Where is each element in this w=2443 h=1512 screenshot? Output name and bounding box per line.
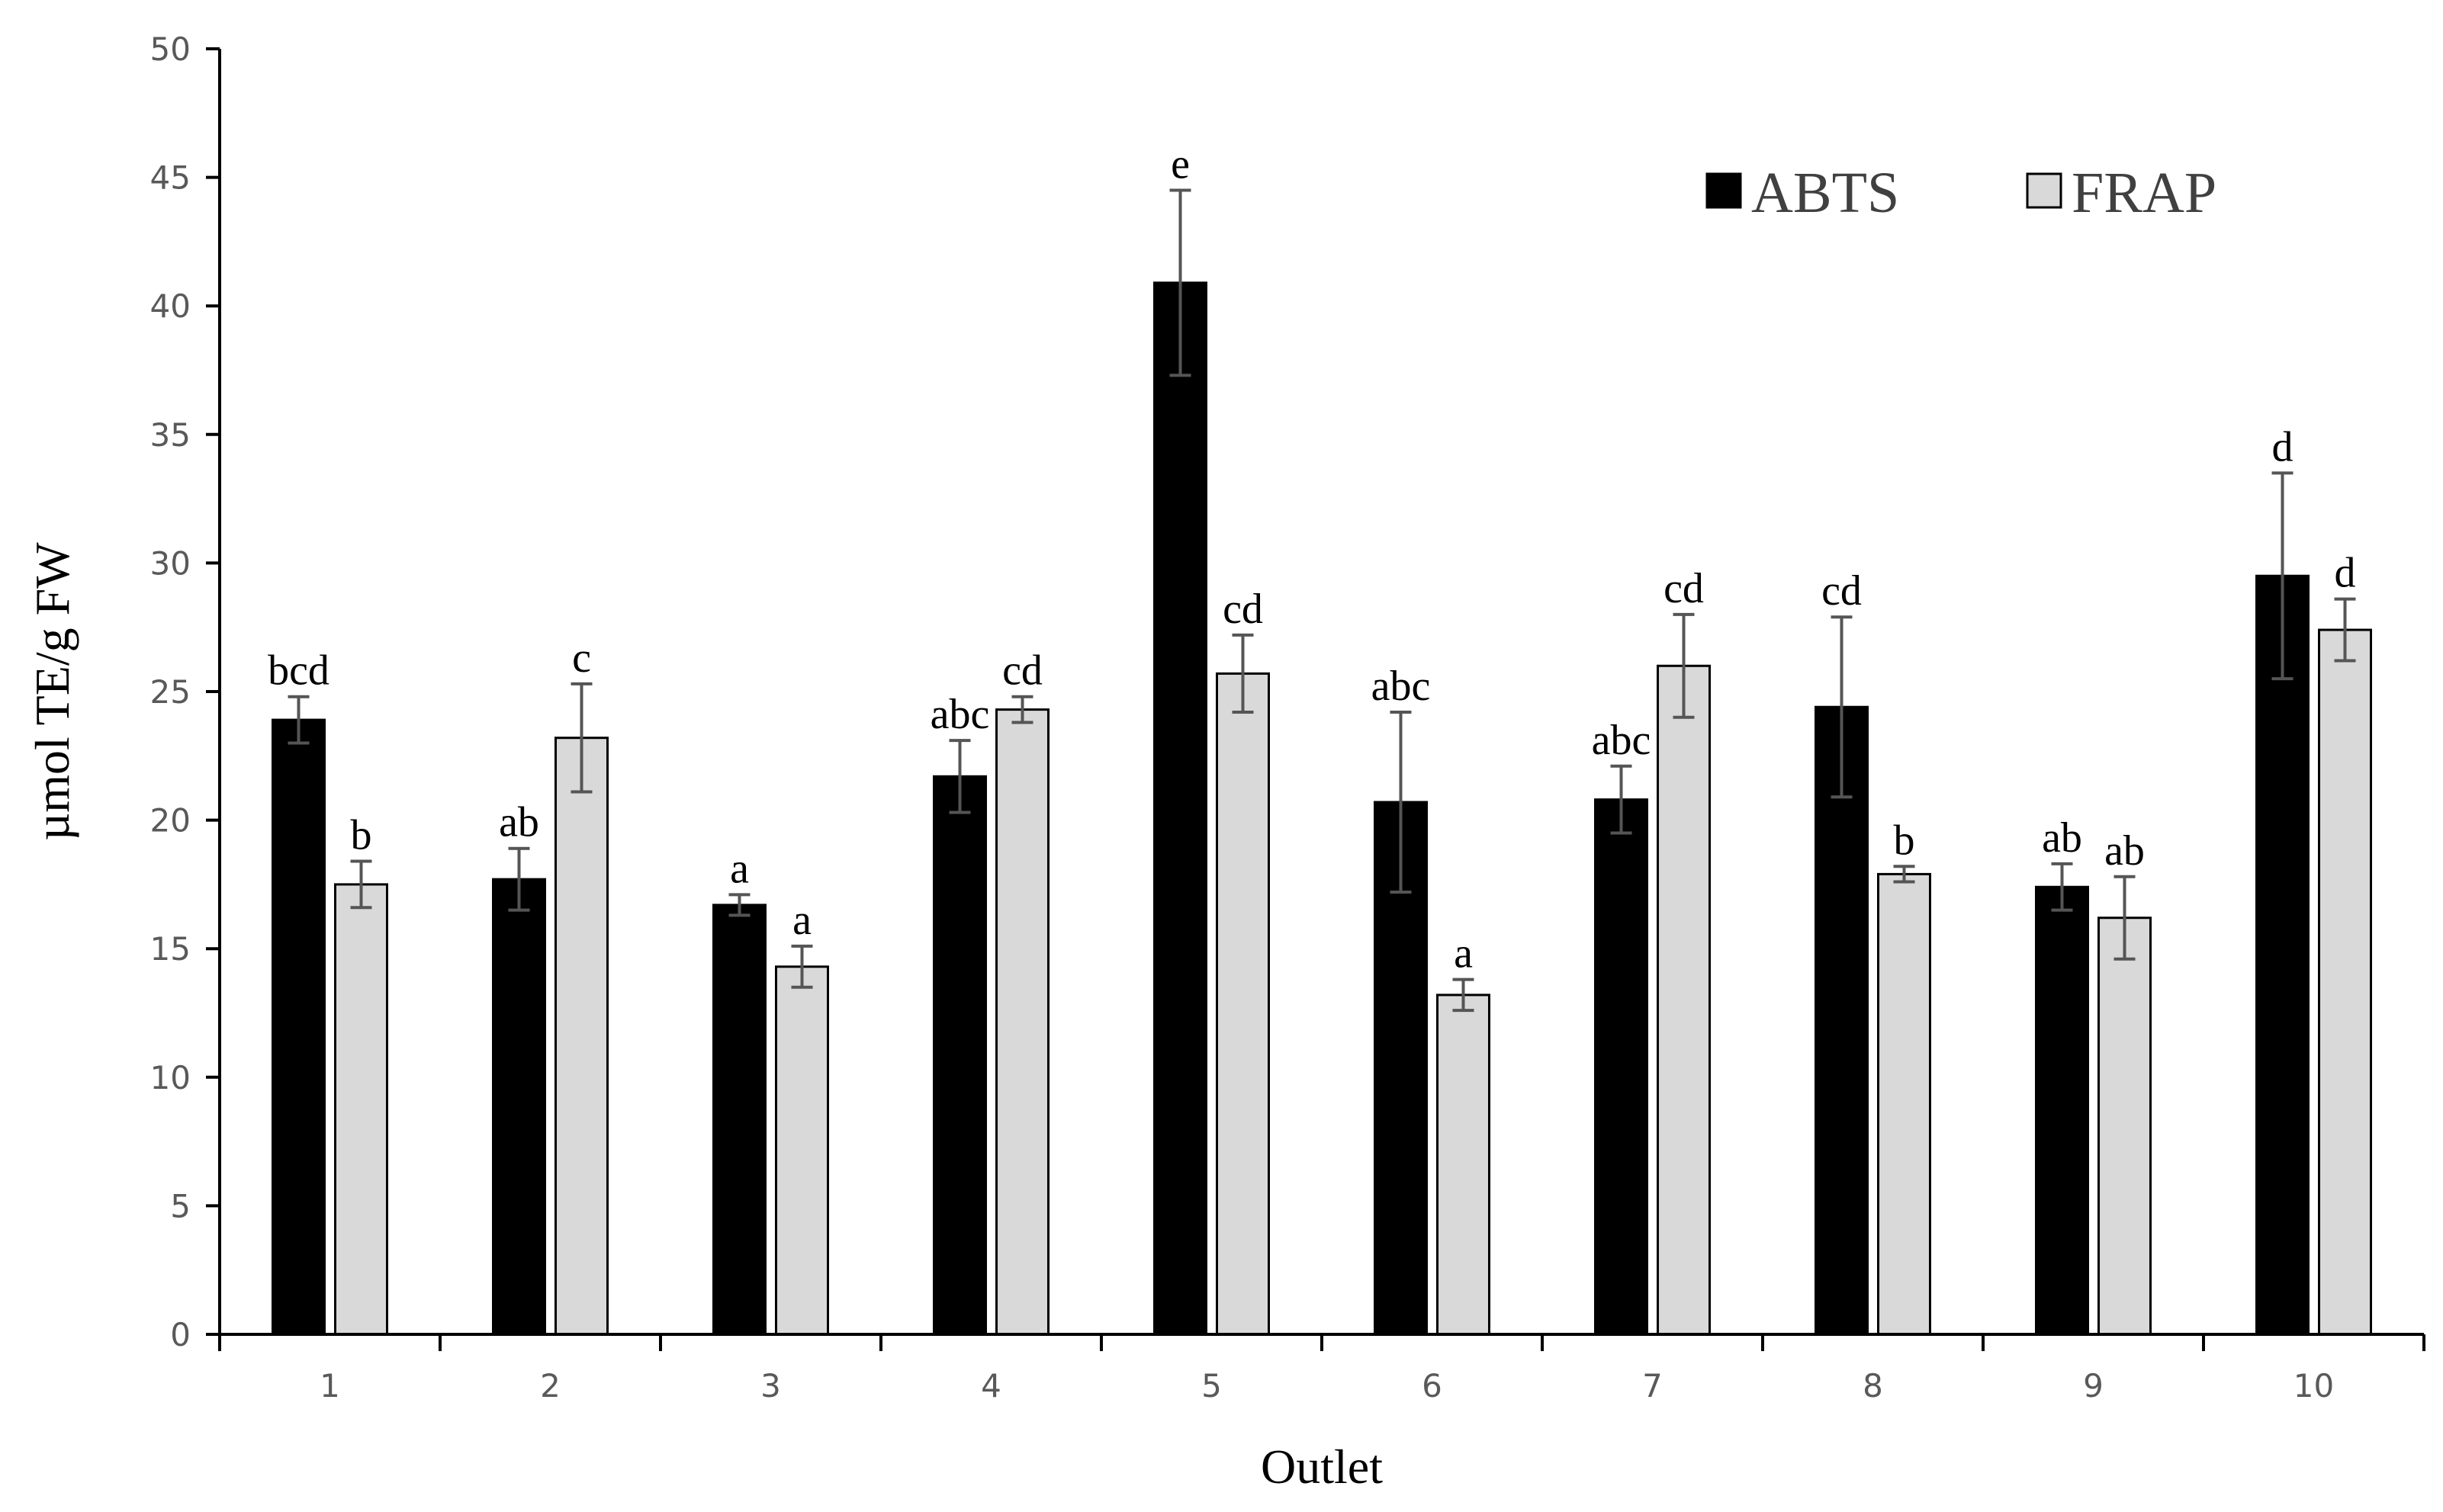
y-tick-label: 40 [150,287,191,325]
y-tick-label: 30 [150,544,191,582]
bar-frap-6 [1436,994,1490,1336]
significance-label: b [1894,817,1915,864]
significance-label: abc [1592,717,1651,764]
x-tick-label: 3 [760,1367,781,1404]
bar-abts-2 [492,878,546,1336]
error-bar-abts-1 [288,695,310,745]
significance-label: cd [1663,565,1704,612]
x-tick-label: 1 [320,1367,340,1404]
error-bar-frap-9 [2114,875,2136,961]
y-tick-label: 15 [150,930,191,968]
significance-label: ab [2104,827,2145,875]
error-bar-abts-8 [1831,615,1853,799]
significance-label: ab [499,799,539,846]
error-bar-abts-3 [728,893,751,917]
error-bar-abts-2 [508,846,530,912]
significance-label: d [2335,550,2356,597]
significance-label: cd [1821,567,1862,615]
error-bar-frap-1 [350,859,372,910]
bar-abts-1 [272,718,326,1336]
error-bar-abts-6 [1390,710,1412,894]
bar-frap-5 [1216,672,1270,1336]
error-bar-abts-5 [1169,188,1191,377]
bar-frap-10 [2318,628,2372,1336]
error-bar-frap-8 [1893,865,1915,884]
x-tick-label: 7 [1642,1367,1663,1404]
significance-label: e [1171,140,1190,188]
error-bar-abts-10 [2271,471,2294,681]
significance-label: ab [2042,814,2082,862]
significance-label: cd [1002,647,1043,695]
y-tick-label: 25 [150,673,191,711]
bar-frap-8 [1877,872,1931,1336]
y-tick-label: 20 [150,802,191,839]
significance-label: cd [1223,586,1263,633]
legend-label-frap: FRAP [2072,161,2216,225]
significance-label: bcd [268,647,329,695]
bar-frap-1 [334,883,388,1336]
bar-abts-7 [1594,798,1648,1336]
bar-abts-3 [712,904,767,1336]
error-bar-abts-7 [1610,764,1632,835]
significance-label: abc [1371,663,1431,710]
bar-abts-4 [933,775,987,1336]
error-bar-abts-4 [949,739,971,814]
legend-swatch-frap [2026,172,2062,209]
x-tick-label: 5 [1201,1367,1222,1404]
y-tick-label: 5 [170,1187,191,1225]
y-tick-label: 50 [150,30,191,68]
bar-frap-3 [775,965,829,1336]
error-bar-frap-10 [2334,597,2356,663]
significance-label: c [572,634,591,682]
bar-frap-4 [995,708,1050,1336]
x-axis-ticks: 1 2 3 4 5 6 7 8 9 10 [218,1334,2425,1404]
significance-label: a [730,845,749,892]
y-tick-label: 45 [150,159,191,197]
x-tick-label: 8 [1863,1367,1883,1404]
bar-abts-9 [2035,885,2089,1336]
error-bars [288,188,2356,1013]
y-axis-title: µmol TE/g FW [25,542,79,841]
significance-label: a [1454,930,1473,978]
legend-swatch-abts [1705,172,1742,209]
error-bar-frap-5 [1232,633,1254,714]
error-bar-frap-7 [1673,612,1695,719]
error-bar-frap-2 [571,682,593,794]
x-axis-title: Outlet [1261,1440,1383,1494]
significance-label: a [792,897,812,944]
bar-frap-7 [1657,664,1711,1336]
x-tick-label: 2 [540,1367,561,1404]
significance-label: abc [931,691,990,738]
legend: ABTS FRAP [1705,161,2216,225]
error-bar-frap-4 [1011,695,1033,724]
x-tick-label: 9 [2083,1367,2104,1404]
error-bar-abts-9 [2051,862,2073,912]
bar-abts-8 [1815,705,1869,1336]
significance-label: b [351,812,372,859]
bar-abts-10 [2255,574,2310,1336]
bar-abts-5 [1153,281,1207,1336]
legend-label-abts: ABTS [1751,161,1899,225]
bars [272,281,2372,1336]
y-tick-label: 0 [170,1316,191,1353]
significance-label: d [2272,423,2294,470]
error-bar-frap-3 [791,944,813,989]
bar-frap-2 [554,737,609,1336]
y-axis-ticks: 0 5 10 15 20 25 30 35 40 45 50 [150,30,220,1353]
x-tick-label: 10 [2294,1367,2334,1404]
x-tick-label: 6 [1422,1367,1442,1404]
y-tick-label: 10 [150,1059,191,1096]
x-tick-label: 4 [981,1367,1001,1404]
bar-frap-9 [2097,917,2152,1336]
y-tick-label: 35 [150,416,191,454]
error-bar-frap-6 [1452,978,1474,1013]
